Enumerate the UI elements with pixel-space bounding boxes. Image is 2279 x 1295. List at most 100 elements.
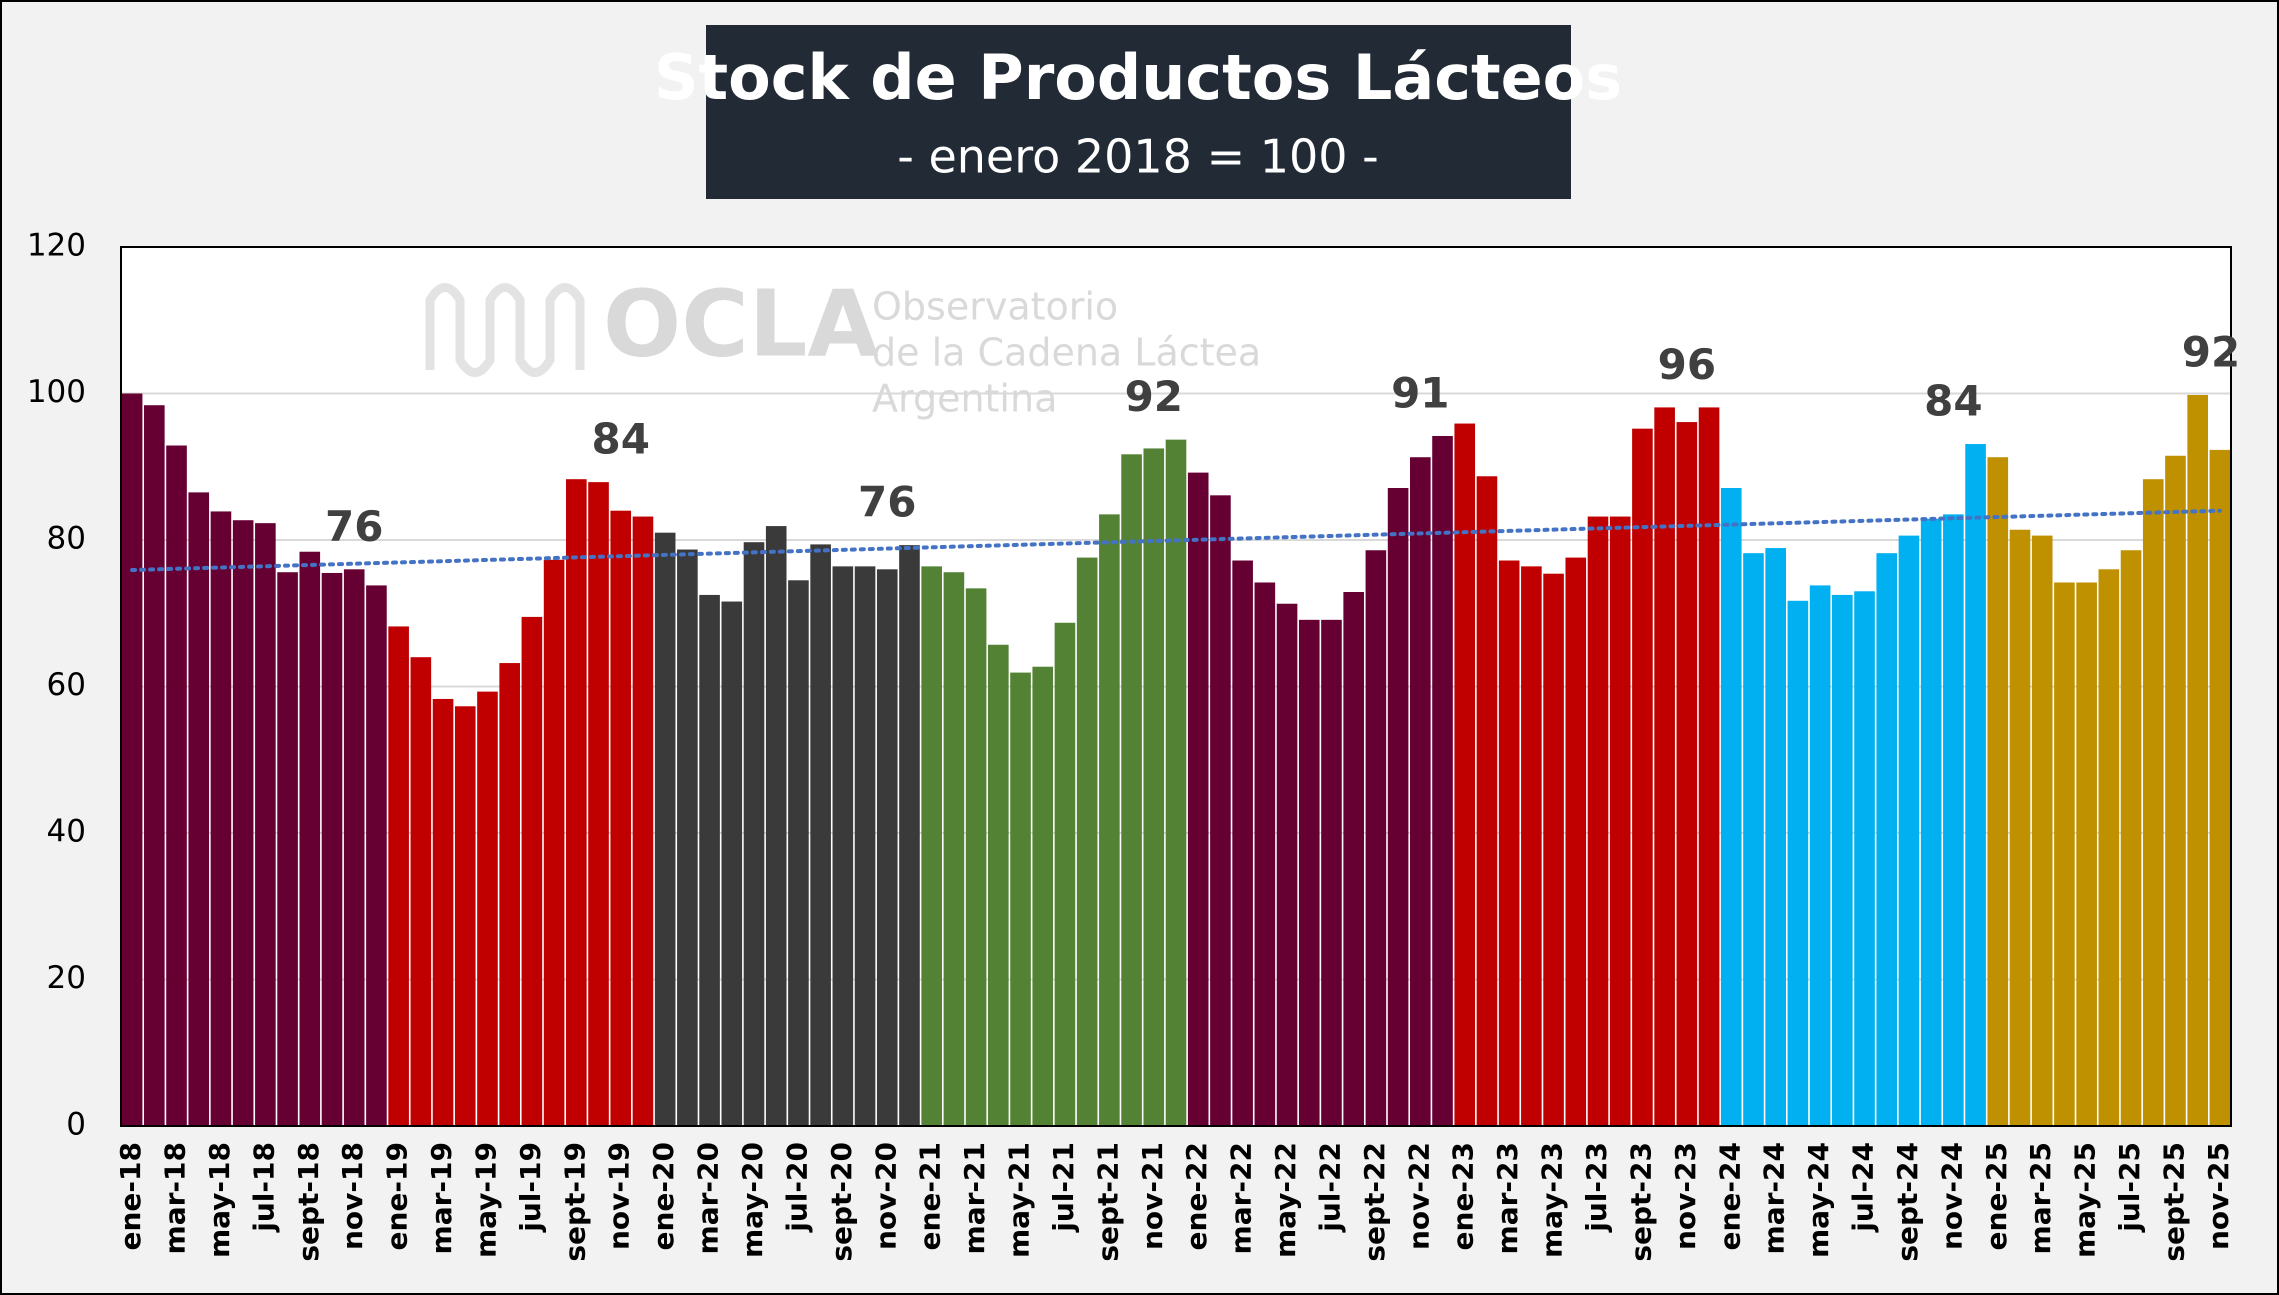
bar	[499, 663, 520, 1126]
bar	[521, 616, 543, 1126]
bar	[1987, 457, 2009, 1126]
annotation: 84	[592, 415, 650, 464]
x-tick-label: mar-18	[159, 1142, 192, 1254]
bar	[1832, 594, 1853, 1126]
x-tick-label: sept-22	[1358, 1142, 1391, 1262]
y-tick-label: 0	[66, 1107, 86, 1143]
bar	[1143, 448, 1165, 1126]
bar	[366, 585, 387, 1126]
x-tick-label: ene-21	[914, 1142, 947, 1251]
watermark: OCLA Observatorio de la Cadena Láctea Ar…	[425, 270, 1261, 421]
x-tick-label: may-25	[2069, 1142, 2102, 1258]
bar	[2120, 550, 2142, 1126]
bar	[1743, 553, 1764, 1126]
bar	[454, 706, 476, 1126]
annotation: 91	[1391, 368, 1449, 417]
bar	[1387, 487, 1409, 1126]
bar	[1587, 516, 1609, 1126]
bar	[1365, 550, 1387, 1126]
annotation: 76	[325, 502, 383, 551]
bar	[965, 588, 987, 1126]
x-tick-label: mar-23	[1491, 1142, 1524, 1254]
x-tick-label: nov-19	[603, 1142, 636, 1250]
bar	[543, 559, 565, 1126]
bar	[299, 551, 321, 1126]
bar	[921, 566, 942, 1126]
bar	[832, 566, 854, 1126]
bar	[1010, 672, 1031, 1126]
bar	[699, 594, 720, 1126]
annotation: 92	[2182, 327, 2240, 376]
bar	[1276, 603, 1298, 1126]
bar	[1920, 518, 1942, 1126]
bar	[255, 523, 276, 1126]
y-tick-label: 80	[47, 521, 86, 557]
x-tick-label: nov-18	[336, 1142, 369, 1250]
bar	[1032, 666, 1054, 1126]
bar	[1521, 566, 1542, 1126]
bar	[1876, 553, 1898, 1126]
bar	[943, 572, 965, 1126]
bar	[899, 545, 920, 1126]
bar	[1054, 622, 1076, 1126]
bar	[743, 542, 765, 1126]
x-tick-label: nov-24	[1935, 1142, 1968, 1250]
plot-border	[120, 246, 2232, 1127]
bar	[210, 511, 232, 1126]
trendline	[130, 508, 2222, 573]
bar	[1187, 472, 1209, 1126]
bar	[1765, 548, 1786, 1126]
x-tick-label: ene-25	[1980, 1142, 2013, 1251]
x-tick-label: nov-21	[1136, 1142, 1169, 1250]
watermark-line: Argentina	[872, 377, 1057, 421]
bar	[232, 520, 254, 1126]
bar	[2142, 479, 2164, 1126]
annotation: 84	[1924, 377, 1982, 426]
bar	[1787, 600, 1809, 1126]
x-tick-label: mar-20	[692, 1142, 725, 1254]
x-tick-label: jul-21	[1047, 1142, 1080, 1233]
bar	[1343, 592, 1364, 1126]
bar	[1254, 582, 1276, 1126]
x-tick-label: jul-23	[1580, 1142, 1613, 1233]
bar	[1076, 557, 1098, 1126]
x-tick-label: sept-25	[2157, 1142, 2190, 1262]
watermark-logo-text: OCLA	[603, 270, 879, 377]
bar	[2098, 569, 2120, 1126]
bar	[1609, 516, 1631, 1126]
x-tick-label: jul-24	[1847, 1142, 1880, 1233]
x-tick-label: sept-23	[1624, 1142, 1657, 1262]
watermark-line: de la Cadena Láctea	[872, 331, 1261, 375]
x-tick-label: nov-20	[869, 1142, 902, 1250]
bar	[810, 544, 831, 1126]
x-tick-label: sept-21	[1091, 1142, 1124, 1262]
bar	[1565, 557, 1587, 1126]
bar	[1943, 514, 1964, 1126]
bar	[321, 572, 343, 1126]
bar	[988, 644, 1009, 1126]
bar	[1676, 422, 1698, 1126]
bar	[2031, 535, 2053, 1126]
bar	[1121, 454, 1142, 1126]
bar	[1454, 423, 1476, 1127]
bar	[1698, 407, 1720, 1127]
x-tick-label: mar-19	[425, 1142, 458, 1254]
bar	[566, 479, 587, 1126]
x-tick-label: may-21	[1003, 1142, 1036, 1258]
bar	[2187, 394, 2208, 1127]
bar	[1321, 619, 1342, 1126]
x-tick-label: jul-25	[2113, 1142, 2146, 1233]
bar	[677, 549, 698, 1126]
x-tick-label: jul-18	[247, 1142, 280, 1233]
bar	[1432, 435, 1453, 1126]
y-tick-label: 60	[47, 667, 86, 703]
chart-title: Stock de Productos Lácteos	[654, 41, 1622, 114]
y-tick-label: 20	[47, 960, 86, 996]
x-tick-label: nov-25	[2202, 1142, 2235, 1250]
x-tick-label: ene-20	[647, 1142, 680, 1251]
bar	[632, 516, 654, 1126]
y-tick-label: 40	[47, 814, 86, 850]
watermark-line: Observatorio	[872, 285, 1118, 329]
x-tick-label: jul-19	[514, 1142, 547, 1233]
